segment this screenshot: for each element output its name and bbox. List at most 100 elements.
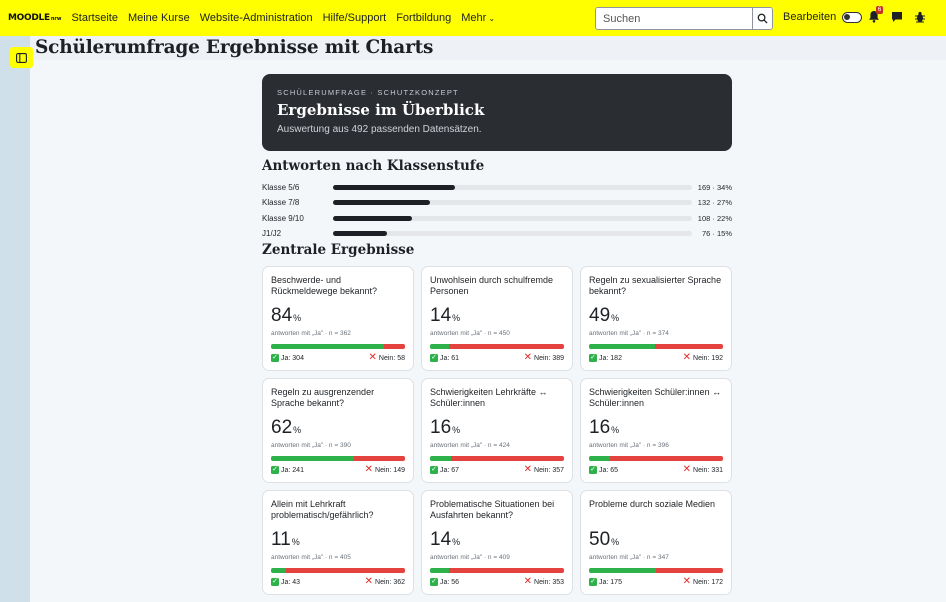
card-counts: ✓ Ja: 61 ✕ Nein: 389: [430, 353, 564, 363]
card-percentage-unit: %: [452, 425, 461, 435]
class-label: Klasse 9/10: [262, 213, 304, 223]
card-sample-note: antworten mit „Ja" · n = 374: [589, 330, 669, 337]
cross-icon: ✕: [523, 464, 533, 475]
no-count: ✕ Nein: 331: [682, 464, 723, 475]
card-sample-note: antworten mit „Ja" · n = 390: [271, 442, 351, 449]
card-question: Regeln zu ausgrenzender Sprache bekannt?: [271, 387, 375, 408]
nav-startseite[interactable]: Startseite: [71, 12, 118, 24]
card-yes-no-bar: [271, 568, 405, 573]
result-card: Allein mit Lehrkraft problematisch/gefäh…: [262, 490, 414, 595]
no-count-label: Nein: 357: [534, 466, 564, 474]
card-percentage: 62%: [271, 418, 405, 440]
card-sample-note: antworten mit „Ja" · n = 396: [589, 442, 669, 449]
card-percentage-unit: %: [452, 313, 461, 323]
card-counts: ✓ Ja: 65 ✕ Nein: 331: [589, 464, 723, 475]
yes-count: ✓ Ja: 56: [430, 578, 459, 586]
card-yes-no-bar: [430, 568, 564, 573]
card-counts: ✓ Ja: 56 ✕ Nein: 353: [430, 576, 564, 587]
nav-mehr-label: Mehr: [461, 12, 487, 24]
primary-navigation: Startseite Meine Kurse Website-Administr…: [71, 12, 495, 24]
card-yes-no-bar: [589, 344, 723, 349]
no-count-label: Nein: 331: [693, 466, 723, 474]
class-bar-fill: [333, 199, 430, 205]
class-label: Klasse 7/8: [262, 197, 300, 207]
yes-count-label: Ja: 241: [281, 466, 304, 474]
yes-bar-segment: [271, 568, 286, 573]
no-count: ✕ Nein: 172: [683, 577, 723, 587]
card-percentage-unit: %: [293, 313, 302, 323]
card-question: Schwierigkeiten Lehrkräfte ↔ Schüler:inn…: [430, 387, 548, 408]
result-card: Regeln zu sexualisierter Sprache bekannt…: [580, 266, 732, 371]
cross-icon: ✕: [682, 464, 692, 475]
yes-count-label: Ja: 56: [440, 578, 460, 586]
search-button[interactable]: [752, 8, 772, 29]
messages-button[interactable]: [891, 10, 904, 23]
class-row: Klasse 5/6 169 · 34%: [262, 181, 732, 193]
card-percentage-unit: %: [611, 313, 620, 323]
logo-main: MOODLE: [8, 13, 50, 23]
user-icons: 6: [868, 6, 927, 23]
user-menu-button[interactable]: [914, 10, 927, 23]
class-label: Klasse 5/6: [262, 182, 300, 192]
result-card: Schwierigkeiten Schüler:innen ↔ Schüler:…: [580, 378, 732, 483]
class-row: Klasse 9/10 108 · 22%: [262, 212, 732, 224]
check-icon: ✓: [589, 466, 597, 474]
card-yes-no-bar: [430, 344, 564, 349]
no-count-label: Nein: 353: [534, 578, 564, 586]
class-row: Klasse 7/8 132 · 27%: [262, 196, 732, 208]
class-row: J1/J2 76 · 15%: [262, 227, 732, 239]
nav-fortbildung[interactable]: Fortbildung: [396, 12, 452, 24]
yes-count-label: Ja: 67: [440, 466, 460, 474]
chevron-down-icon: ⌄: [488, 14, 496, 23]
check-icon: ✓: [430, 354, 438, 362]
no-count: ✕ Nein: 357: [523, 464, 564, 475]
check-icon: ✓: [589, 578, 597, 586]
card-percentage-value: 16: [430, 417, 452, 438]
yes-count: ✓ Ja: 175: [589, 578, 622, 586]
card-percentage: 16%: [589, 418, 723, 440]
nav-mehr[interactable]: Mehr ⌄: [461, 12, 495, 24]
yes-bar-segment: [271, 344, 384, 349]
yes-count-label: Ja: 182: [599, 354, 622, 362]
yes-bar-segment: [430, 456, 452, 461]
card-question: Beschwerde- und Rückmeldewege bekannt?: [271, 275, 378, 296]
check-icon: ✓: [271, 354, 279, 362]
results-section-title: Zentrale Ergebnisse: [262, 242, 415, 258]
cross-icon: ✕: [364, 464, 374, 475]
card-percentage-value: 16: [589, 417, 611, 438]
yes-count: ✓ Ja: 65: [589, 466, 618, 474]
classes-section-title: Antworten nach Klassenstufe: [262, 158, 485, 174]
nav-hilfe-support[interactable]: Hilfe/Support: [322, 12, 387, 24]
class-value: 76 · 15%: [701, 228, 732, 238]
card-percentage-value: 84: [271, 305, 293, 326]
notifications-button[interactable]: 6: [868, 6, 883, 23]
yes-count: ✓ Ja: 61: [430, 354, 459, 362]
class-value: 132 · 27%: [697, 197, 732, 207]
card-percentage: 50%: [589, 530, 723, 552]
card-counts: ✓ Ja: 182 ✕ Nein: 192: [589, 353, 723, 363]
edit-mode-toggle[interactable]: [842, 11, 863, 23]
card-yes-no-bar: [271, 456, 405, 461]
yes-bar-segment: [589, 456, 611, 461]
open-course-index-button[interactable]: [10, 47, 33, 68]
sidebar-toggle-icon: [16, 52, 27, 63]
class-bar-track: [333, 215, 692, 221]
no-count-label: Nein: 389: [534, 354, 564, 362]
result-card: Problematische Situationen bei Ausfahrte…: [421, 490, 573, 595]
class-bar-track: [333, 184, 692, 190]
no-bar-segment: [383, 344, 405, 349]
toggle-knob: [844, 13, 851, 20]
yes-bar-segment: [271, 456, 355, 461]
result-card: Schwierigkeiten Lehrkräfte ↔ Schüler:inn…: [421, 378, 573, 483]
nav-website-administration[interactable]: Website-Administration: [199, 12, 313, 24]
moodle-logo[interactable]: MOODLE nrw: [8, 13, 61, 23]
card-question: Probleme durch soziale Medien: [589, 499, 716, 509]
cross-icon: ✕: [523, 576, 533, 587]
no-count: ✕ Nein: 192: [683, 353, 723, 363]
nav-meine-kurse[interactable]: Meine Kurse: [127, 12, 190, 24]
no-count: ✕ Nein: 58: [369, 353, 405, 363]
search-input[interactable]: [596, 8, 752, 29]
hero-title: Ergebnisse im Überblick: [277, 101, 485, 119]
card-percentage-value: 50: [589, 529, 611, 550]
card-counts: ✓ Ja: 241 ✕ Nein: 149: [271, 464, 405, 475]
